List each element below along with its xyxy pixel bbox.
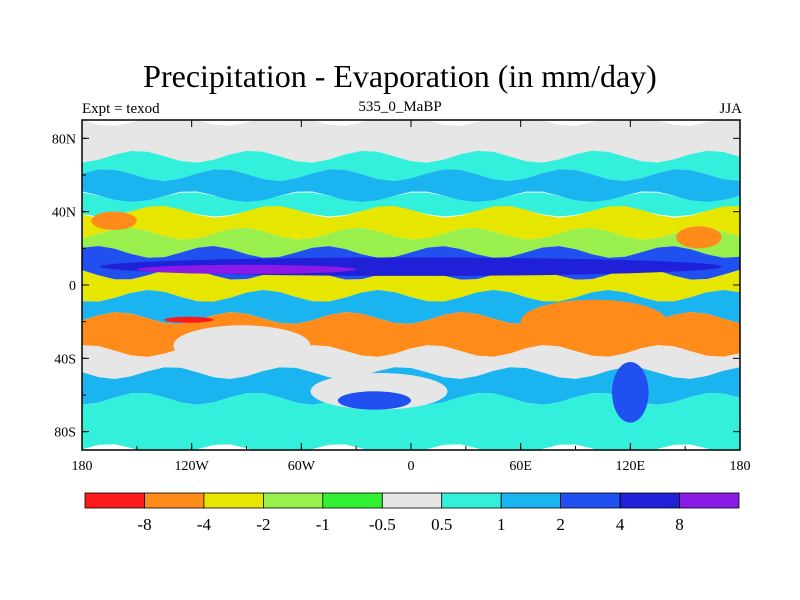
field-band [82,345,740,379]
field-feature [612,362,649,423]
x-tick-label: 180 [730,459,751,474]
field-band [82,169,740,203]
chart-title: Precipitation - Evaporation (in mm/day) [143,58,657,94]
y-tick-label: 0 [69,279,76,294]
x-tick-label: 120W [175,459,210,474]
time-label: 535_0_MaBP [358,99,442,115]
y-tick-label: 80N [52,132,76,147]
field-feature [164,316,214,323]
x-tick-label: 60W [288,459,316,474]
colorbar-swatch [441,492,502,509]
colorbar-label: 1 [497,515,506,534]
field-band [82,150,740,181]
field-band [82,290,740,324]
colorbar-swatch [560,492,621,509]
field-band [82,205,740,240]
field-band [82,192,740,217]
colorbar-label: 2 [556,515,565,534]
x-tick-label: 180 [72,459,93,474]
colorbar-swatch [322,492,383,509]
colorbar-label: 0.5 [431,515,452,534]
colorbar-swatch [203,492,264,509]
x-tick-label: 60E [509,459,532,474]
colorbar-label: -4 [197,515,212,534]
colorbar-label: 8 [675,515,684,534]
colorbar-label: 4 [616,515,625,534]
field-layer [82,120,740,450]
field-feature [676,226,722,249]
field-feature [337,391,411,410]
colorbar-swatch [381,492,443,509]
field-band [82,268,740,302]
field-band [82,120,740,163]
field-band [82,393,740,450]
colorbar-swatch [144,492,205,509]
colorbar-swatch [679,492,740,509]
x-tick-label: 120E [616,459,646,474]
colorbar-label: -0.5 [369,515,396,534]
field-feature [136,264,357,274]
field-band [82,227,740,258]
y-tick-label: 40N [52,206,76,221]
x-tick-label: 0 [408,459,415,474]
colorbar-swatch [84,492,145,509]
colorbar-label: -1 [316,515,330,534]
colorbar-swatch [619,492,680,509]
y-tick-label: 80S [54,426,76,441]
field-feature [173,325,311,366]
colorbar-swatch [262,492,324,509]
colorbar-swatch [500,492,562,509]
y-tick-label: 40S [54,352,76,367]
colorbar-label: -2 [256,515,270,534]
colorbar-label: -8 [137,515,151,534]
experiment-label: Expt = texod [82,101,160,117]
field-feature [520,299,667,344]
season-label: JJA [719,101,742,117]
field-feature [91,211,137,230]
